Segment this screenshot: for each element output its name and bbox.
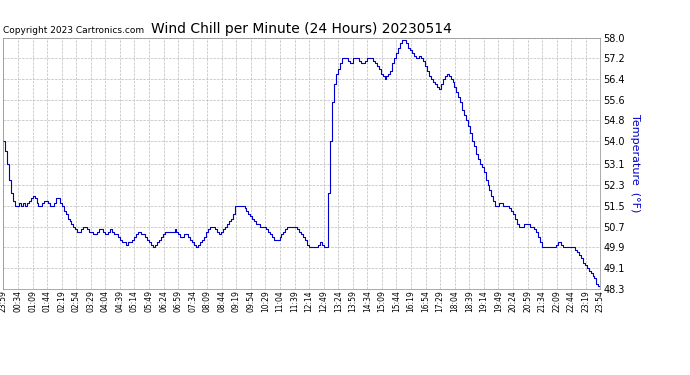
Y-axis label: Temperature  (°F): Temperature (°F): [631, 114, 640, 212]
Title: Wind Chill per Minute (24 Hours) 20230514: Wind Chill per Minute (24 Hours) 2023051…: [151, 22, 453, 36]
Text: Copyright 2023 Cartronics.com: Copyright 2023 Cartronics.com: [3, 26, 145, 35]
